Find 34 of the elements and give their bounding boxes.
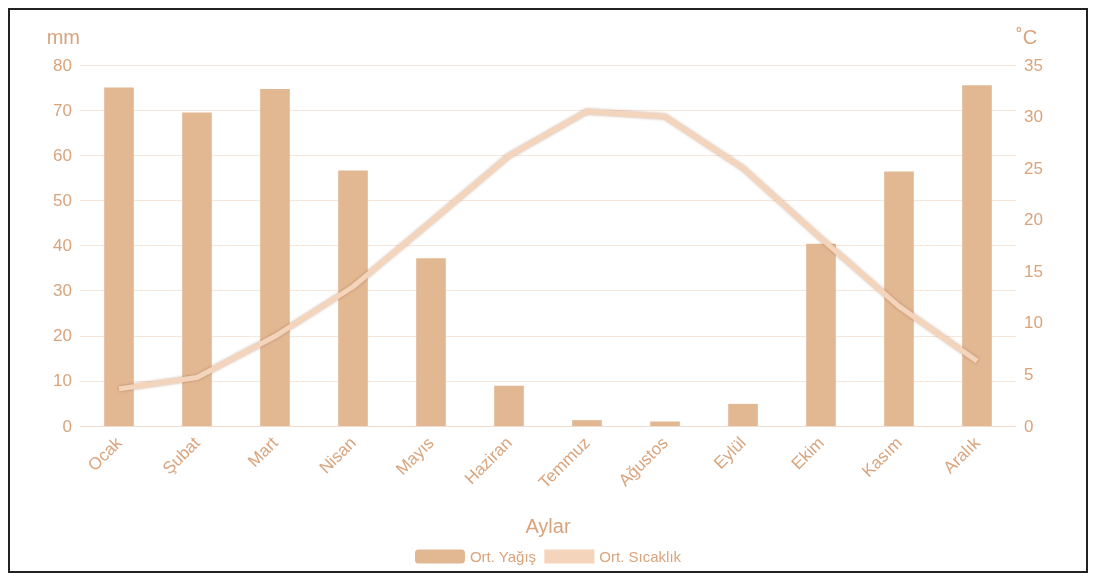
bar — [494, 385, 524, 426]
legend-label: Ort. Yağış — [469, 548, 537, 565]
y-tick-label: 40 — [53, 236, 72, 255]
y-tick-label: 60 — [53, 145, 72, 165]
bar — [338, 170, 368, 426]
y-tick-label: 10 — [53, 371, 72, 391]
y-tick-label: 0 — [62, 416, 72, 436]
bar — [260, 88, 290, 426]
bar — [650, 421, 680, 426]
y-tick-label: 50 — [53, 190, 72, 210]
y2-tick-label: 25 — [1024, 158, 1043, 178]
y2-tick-label: 20 — [1024, 210, 1043, 230]
y-tick-label: 80 — [53, 55, 72, 75]
y2-tick-label: 0 — [1024, 416, 1034, 436]
y2-tick-label: 10 — [1024, 313, 1043, 333]
bar — [728, 403, 758, 426]
y-tick-label: 70 — [53, 100, 72, 120]
y-tick-label: 20 — [53, 326, 72, 346]
y2-tick-label: 15 — [1024, 261, 1043, 281]
y2-tick-label: 5 — [1024, 364, 1034, 384]
bar — [806, 243, 836, 426]
y-tick-label: 30 — [53, 281, 72, 301]
bar — [416, 258, 446, 426]
y2-axis-title: ˚C — [1016, 26, 1038, 48]
legend-label: Ort. Sıcaklık — [599, 548, 682, 565]
bar — [104, 87, 134, 426]
bar — [962, 85, 992, 426]
y-axis-title: mm — [46, 26, 80, 48]
x-axis-title: Aylar — [525, 515, 571, 537]
bar — [572, 420, 602, 426]
bar — [884, 171, 914, 426]
y2-tick-label: 35 — [1024, 55, 1043, 75]
y2-tick-label: 30 — [1024, 107, 1043, 127]
bar — [182, 112, 212, 426]
